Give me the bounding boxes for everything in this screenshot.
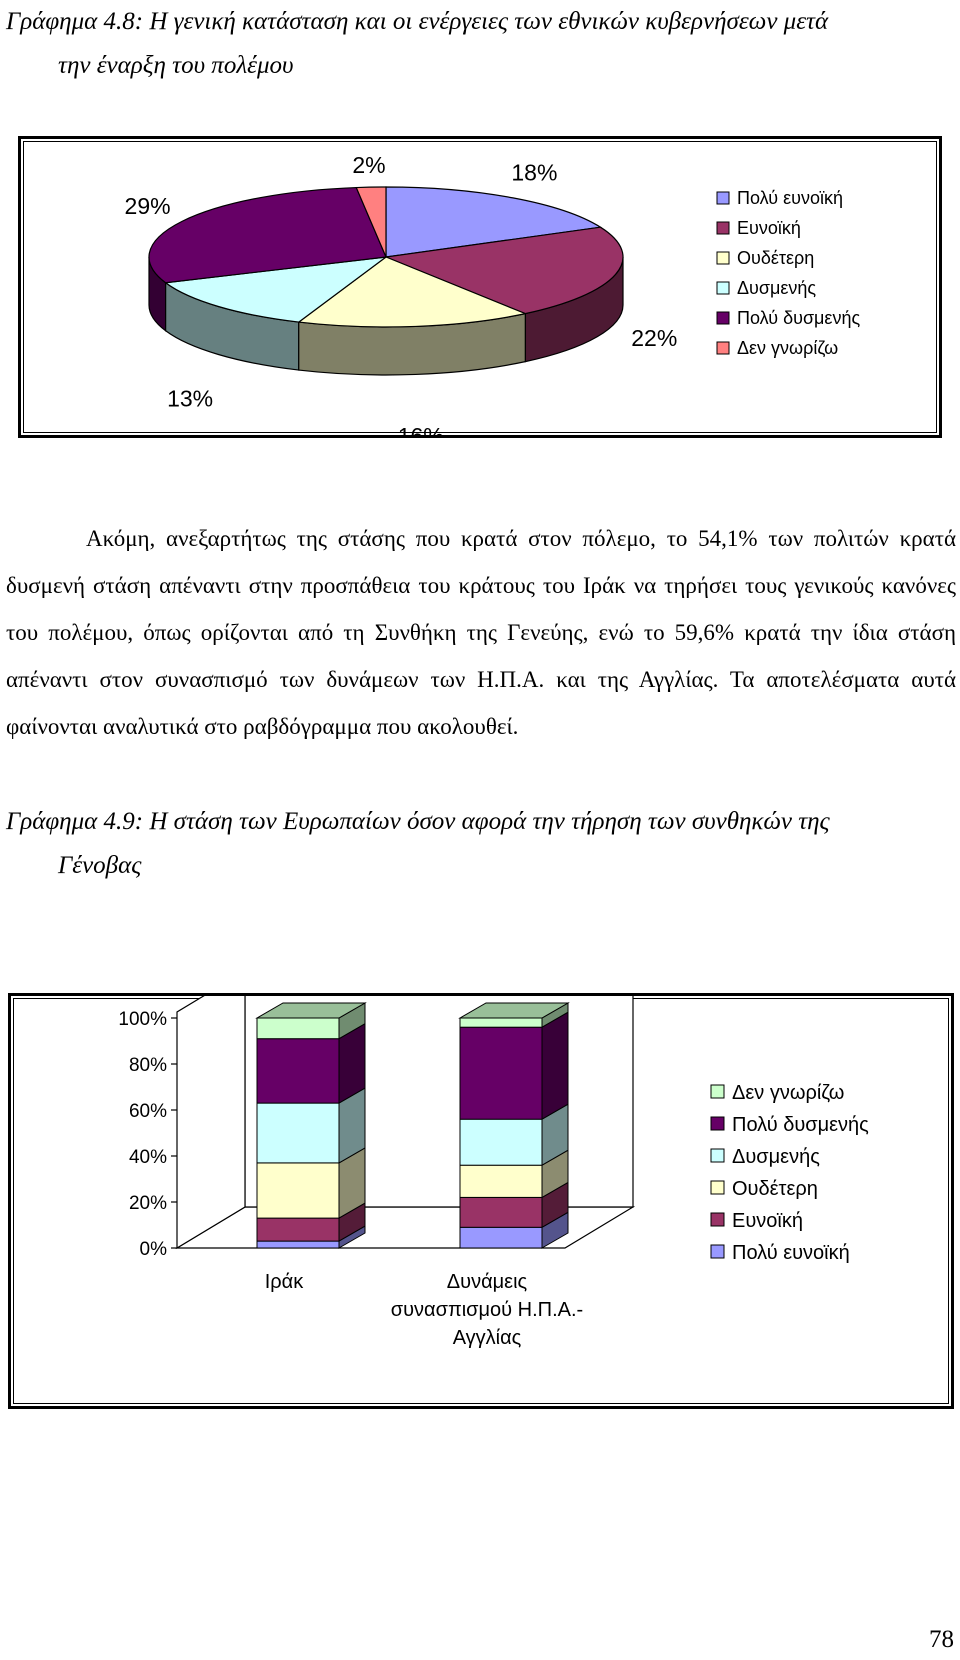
bar-segment [256,1038,340,1104]
bar-bars [255,1002,570,1249]
y-tick-label: 40% [129,1147,167,1168]
pie-legend-swatch [716,341,730,355]
bar-legend-label: Πολύ ευνοϊκή [732,1242,850,1264]
bar-legend-swatch [710,1180,725,1195]
pie-value-label: 13% [167,385,213,411]
pie-value-label: 2% [352,152,385,178]
bar-segment [256,1217,340,1242]
bar-y-ticks: 100% 80% 60% 40% 20% 0% [118,1009,177,1260]
bar-legend-label: Δεν γνωρίζω [732,1082,844,1104]
bar-segment [256,1240,340,1249]
caption-line-1: Γράφημα 4.9: Η στάση των Ευρωπαίων όσον … [6,808,830,835]
pie-legend-label: Ευνοϊκή [737,218,801,238]
caption-line-2: την έναρξη του πολέμου [58,52,294,79]
pie-legend-label: Πολύ δυσμενής [737,308,860,328]
pie-top [148,186,624,328]
pie-chart-frame: 18% 22% 16% 13% 29% 2% Πολύ ευνοϊκή Ευνοϊκή Ουδ… [18,136,942,449]
bar-segment [459,1196,543,1228]
pie-slice-2 [297,256,528,328]
bar-chart-frame: 100% 80% 60% 40% 20% 0% Ιράκ Δυνάμεις συνασπισμ… [8,969,954,1409]
pie-value-label: 29% [125,193,171,219]
pie-legend-label: Δυσμενής [737,278,816,298]
pie-value-label: 22% [631,325,677,351]
pie-legend-swatch [716,281,730,295]
bar-top [458,1002,570,1019]
pie-value-label: 18% [511,160,557,186]
figure-caption-4-9: Γράφημα 4.9: Η στάση των Ευρωπαίων όσον … [6,800,956,888]
pie-slice-4 [148,186,387,284]
pie-slice-1 [383,226,624,315]
bar-legend-swatch [710,1116,725,1131]
y-tick-label: 20% [129,1193,167,1214]
x-category-label: Ιράκ [265,1271,304,1293]
page-number: 78 [929,1626,954,1653]
bar-legend-label: Δυσμενής [732,1146,820,1168]
pie-slice-0 [385,186,603,258]
x-category-label: συνασπισμού Η.Π.Α.- [391,1299,583,1321]
caption-line-1: Γράφημα 4.8: Η γενική κατάσταση και οι ε… [6,8,829,35]
bar-segment [459,1164,543,1198]
bar-segment [256,1162,340,1219]
pie-legend-swatch [716,251,730,265]
bar-segment [256,1017,340,1040]
bar-legend-swatch [710,1084,725,1099]
bar-legend-swatch [710,1212,725,1227]
pie-legend-swatch [716,311,730,325]
bar-legend-label: Ευνοϊκή [732,1210,803,1232]
bar-chart: 100% 80% 60% 40% 20% 0% Ιράκ Δυνάμεις συνασπισμ… [118,969,869,1349]
chart-side-wall [176,969,246,1250]
x-category-label: Δυνάμεις [447,1271,528,1293]
y-tick-label: 60% [129,1101,167,1122]
x-category-label: Αγγλίας [453,1327,522,1349]
pie-chart: 18% 22% 16% 13% 29% 2% Πολύ ευνοϊκή Ευνοϊκή Ουδ… [125,152,861,449]
bar-top [255,1002,367,1019]
pie-legend-label: Δεν γνωρίζω [737,338,838,358]
pie-legend-swatch [716,221,730,235]
caption-line-2: Γένοβας [58,852,142,879]
bar-segment [459,1226,543,1249]
bar-segment-side [541,1011,569,1121]
bar-legend-swatch [710,1244,725,1259]
y-tick-label: 100% [118,1009,167,1030]
bar-segment [459,1017,543,1028]
pie-slice-5 [355,186,387,258]
figure-caption-4-8: Γράφημα 4.8: Η γενική κατάσταση και οι ε… [6,0,956,88]
bar-legend-label: Ουδέτερη [732,1178,818,1200]
pie-sides [148,256,624,376]
bar-segment [256,1102,340,1164]
bar-segment [459,1118,543,1166]
pie-legend-swatch [716,191,730,205]
bar-legend-swatch [710,1148,725,1163]
bar-legend: Δεν γνωρίζω Πολύ δυσμενής Δυσμενής Ουδέτερη… [710,1082,869,1264]
paragraph-text: Ακόμη, ανεξαρτήτως της στάσης που κρατά … [6,526,956,739]
body-paragraph: Ακόμη, ανεξαρτήτως της στάσης που κρατά … [6,515,956,750]
pie-legend: Πολύ ευνοϊκή Ευνοϊκή Ουδέτερη Δυσμενής Πολύ … [716,188,860,358]
bar-legend-label: Πολύ δυσμενής [732,1114,869,1136]
bar-segment [459,1026,543,1120]
y-tick-label: 0% [140,1239,168,1260]
pie-legend-label: Ουδέτερη [737,248,814,268]
pie-legend-label: Πολύ ευνοϊκή [737,188,843,208]
pie-slice-3 [164,256,389,323]
pie-value-label: 16% [398,423,444,435]
bar-x-labels: Ιράκ Δυνάμεις συνασπισμού Η.Π.Α.- Αγγλίας [265,1271,583,1349]
y-tick-label: 80% [129,1055,167,1076]
